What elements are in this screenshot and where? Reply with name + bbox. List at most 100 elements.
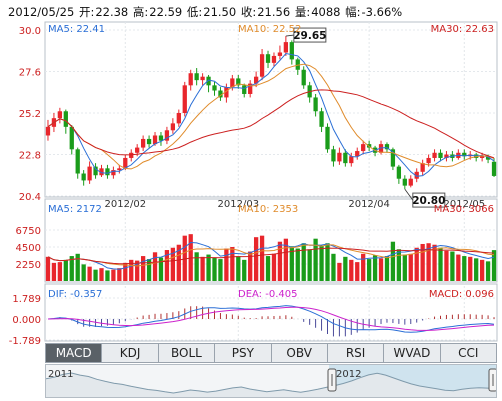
volume-tick-label: 4500 <box>16 243 41 254</box>
tab-cci[interactable]: CCI <box>458 346 479 360</box>
volume-bar <box>236 256 241 281</box>
volume-bar <box>176 244 181 281</box>
x-tick-label: 2012/02 <box>105 199 147 210</box>
candle <box>158 132 164 146</box>
tab-boll[interactable]: BOLL <box>159 344 216 362</box>
candle <box>129 149 134 162</box>
volume-bar <box>140 256 146 281</box>
volume-bar <box>402 254 407 281</box>
volume-bar <box>277 241 283 281</box>
volume-label: 量: <box>294 5 311 19</box>
volume-bar <box>69 256 74 281</box>
quote-date: 2012/05/25 <box>8 5 75 19</box>
volume-bar <box>349 259 354 281</box>
candle <box>265 50 271 69</box>
volume-bar <box>444 250 449 281</box>
candle <box>462 149 467 160</box>
low-value: 21.50 <box>203 5 237 19</box>
volume-bar <box>378 258 384 281</box>
candle-body <box>135 147 140 153</box>
volume-bar <box>372 255 378 281</box>
candle <box>355 147 360 160</box>
candle-body <box>117 168 122 171</box>
navigator-canvas: 2011 2012 <box>45 365 498 397</box>
volume-bar <box>81 264 86 281</box>
tab-obv[interactable]: OBV <box>272 344 328 362</box>
volume-bar <box>135 260 140 281</box>
volume-bar <box>331 253 336 281</box>
tab-rsi[interactable]: RSI <box>328 344 385 362</box>
candle <box>117 164 122 174</box>
candle-body <box>230 78 235 88</box>
high-label: 高: <box>132 5 149 19</box>
volume-bar <box>248 251 253 281</box>
candle <box>361 140 366 155</box>
candle-body <box>485 156 491 160</box>
candle <box>456 149 461 160</box>
volume-ma10-line <box>47 244 495 267</box>
range-navigator[interactable]: 2011 2012 <box>45 364 498 398</box>
macd-tick-label: 0.000 <box>12 315 41 326</box>
price-tick-label: 22.8 <box>19 151 41 162</box>
volume-bar <box>170 247 176 281</box>
candle <box>176 109 181 127</box>
candle-body <box>242 85 247 94</box>
candle-body <box>105 168 110 176</box>
close-value: 21.56 <box>257 5 291 19</box>
high-value: 22.59 <box>149 5 183 19</box>
price-panel <box>44 21 498 198</box>
candle-body <box>462 152 467 157</box>
candle <box>313 93 318 117</box>
tab-macd[interactable]: MACD <box>46 344 103 362</box>
candle-body <box>491 161 497 176</box>
candle <box>57 107 63 124</box>
annotation-label: 29.65 <box>293 30 326 42</box>
candle-body <box>414 171 419 179</box>
volume-bar <box>200 256 205 281</box>
candle <box>212 81 217 96</box>
volume-bar <box>432 244 437 281</box>
candle <box>396 164 402 184</box>
volume-bar <box>253 237 259 281</box>
volume-bar <box>105 270 110 281</box>
volume-bar <box>396 249 402 281</box>
navigator-label: 2011 <box>48 369 73 380</box>
candle-body <box>99 168 104 176</box>
candle <box>93 163 98 179</box>
volume-bar <box>479 259 485 281</box>
annotation-box <box>293 27 327 43</box>
volume-bar <box>57 262 63 281</box>
candle <box>105 164 110 179</box>
candle <box>140 135 146 152</box>
candle <box>194 68 199 86</box>
annotation-label: 20.80 <box>412 195 445 207</box>
candle-body <box>87 166 92 181</box>
open-label: 开: <box>78 5 95 19</box>
candle-body <box>361 144 366 152</box>
candle-body <box>182 85 187 113</box>
candle-body <box>152 135 158 145</box>
candle-body <box>248 83 253 94</box>
candle <box>491 158 497 177</box>
candle-body <box>331 149 336 162</box>
tab-kdj[interactable]: KDJ <box>102 344 159 362</box>
volume-ma10-legend: MA10: 2353 <box>238 204 298 215</box>
navigator-label: 2012 <box>336 369 361 380</box>
candle <box>75 147 80 179</box>
price-tick-label: 25.2 <box>19 109 41 120</box>
candle-body <box>349 156 354 164</box>
volume-bar <box>129 259 134 281</box>
volume-bar <box>361 253 366 281</box>
volume-ma5-legend: MA5: 2172 <box>48 204 102 215</box>
tab-wvad[interactable]: WVAD <box>384 344 441 362</box>
volume-bar <box>182 235 187 281</box>
tab-psy[interactable]: PSY <box>215 344 272 362</box>
volume-bar <box>408 253 413 281</box>
annotation-leader <box>285 34 294 37</box>
volume-bar <box>343 256 348 281</box>
candle <box>242 83 247 98</box>
volume-bar <box>462 256 467 281</box>
volume-bar <box>230 247 235 281</box>
candle-body <box>265 54 271 63</box>
candle <box>170 118 176 134</box>
